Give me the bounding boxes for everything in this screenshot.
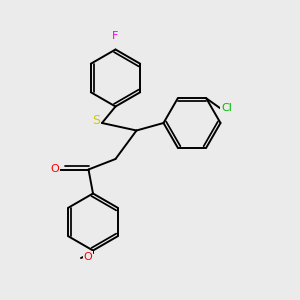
Text: F: F	[112, 31, 119, 41]
Text: S: S	[92, 114, 100, 127]
Text: O: O	[83, 251, 92, 262]
Text: O: O	[50, 164, 59, 175]
Text: Cl: Cl	[221, 103, 232, 113]
